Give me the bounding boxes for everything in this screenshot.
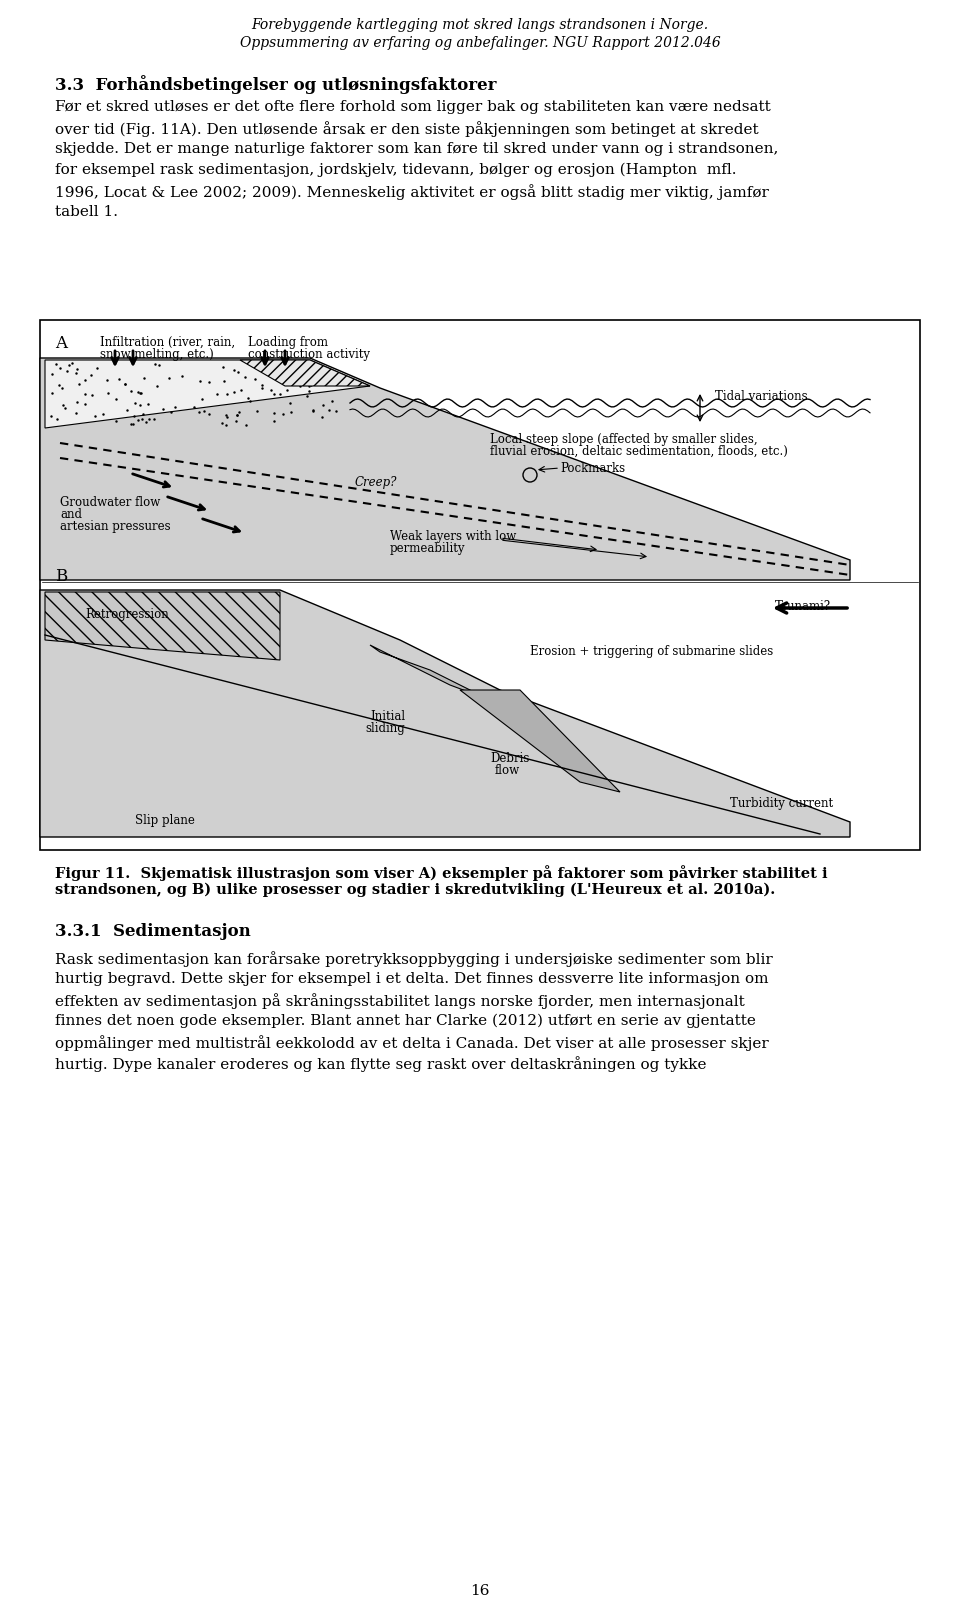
Bar [40,320,920,850]
Text: Pockmarks: Pockmarks [560,462,625,475]
Text: Turbidity current: Turbidity current [730,797,833,810]
Text: Loading from: Loading from [248,336,328,349]
Text: Infiltration (river, rain,: Infiltration (river, rain, [100,336,235,349]
Text: snow melting, etc.): snow melting, etc.) [100,347,214,360]
Text: Erosion + triggering of submarine slides: Erosion + triggering of submarine slides [530,645,773,658]
Text: Rask sedimentasjon kan forårsake poretrykksoppbygging i undersjøiske sedimenter : Rask sedimentasjon kan forårsake poretry… [55,950,773,966]
Text: hurtig. Dype kanaler eroderes og kan flytte seg raskt over deltaskråningen og ty: hurtig. Dype kanaler eroderes og kan fly… [55,1055,707,1071]
Text: artesian pressures: artesian pressures [60,520,171,533]
Text: fluvial erosion, deltaic sedimentation, floods, etc.): fluvial erosion, deltaic sedimentation, … [490,444,788,457]
Text: Creep?: Creep? [355,477,397,490]
Polygon shape [40,590,850,837]
Text: Initial: Initial [370,709,405,722]
Text: tabell 1.: tabell 1. [55,205,118,220]
Text: flow: flow [495,764,520,777]
Text: B: B [55,567,67,585]
Text: skjedde. Det er mange naturlige faktorer som kan føre til skred under vann og i : skjedde. Det er mange naturlige faktorer… [55,142,779,157]
Text: strandsonen, og B) ulike prosesser og stadier i skredutvikling (L'Heureux et al.: strandsonen, og B) ulike prosesser og st… [55,882,776,897]
Text: construction activity: construction activity [248,347,370,360]
Text: Tsunami?: Tsunami? [775,600,831,612]
Polygon shape [370,645,490,700]
Text: and: and [60,507,82,520]
Text: oppmålinger med multistrål eekkolodd av et delta i Canada. Det viser at alle pro: oppmålinger med multistrål eekkolodd av … [55,1034,769,1050]
Text: Weak layers with low: Weak layers with low [390,530,516,543]
Text: sliding: sliding [365,722,405,735]
Polygon shape [45,591,280,659]
Text: hurtig begravd. Dette skjer for eksempel i et delta. Det finnes dessverre lite i: hurtig begravd. Dette skjer for eksempel… [55,971,769,986]
Text: Local steep slope (affected by smaller slides,: Local steep slope (affected by smaller s… [490,433,757,446]
Text: Forebyggende kartlegging mot skred langs strandsonen i Norge.: Forebyggende kartlegging mot skred langs… [252,18,708,32]
Text: Debris: Debris [490,751,529,764]
Polygon shape [460,690,620,792]
Text: for eksempel rask sedimentasjon, jordskjelv, tidevann, bølger og erosjon (Hampto: for eksempel rask sedimentasjon, jordskj… [55,163,736,178]
Text: 16: 16 [470,1584,490,1598]
Polygon shape [40,359,850,580]
Text: Figur 11.  Skjematisk illustrasjon som viser A) eksempler på faktorer som påvirk: Figur 11. Skjematisk illustrasjon som vi… [55,865,828,881]
Text: effekten av sedimentasjon på skråningsstabilitet langs norske fjorder, men inter: effekten av sedimentasjon på skråningsst… [55,992,745,1008]
Text: over tid (Fig. 11A). Den utløsende årsak er den siste påkjenningen som betinget : over tid (Fig. 11A). Den utløsende årsak… [55,121,758,137]
Polygon shape [240,360,370,386]
Text: Oppsummering av erfaring og anbefalinger. NGU Rapport 2012.046: Oppsummering av erfaring og anbefalinger… [240,36,720,50]
Text: Groudwater flow: Groudwater flow [60,496,160,509]
Text: Slip plane: Slip plane [135,814,195,827]
Text: A: A [55,335,67,352]
Text: Retrogression: Retrogression [85,608,169,621]
Text: 3.3  Forhåndsbetingelser og utløsningsfaktorer: 3.3 Forhåndsbetingelser og utløsningsfak… [55,74,496,94]
Text: Tidal variations: Tidal variations [715,389,807,402]
Text: 3.3.1  Sedimentasjon: 3.3.1 Sedimentasjon [55,923,251,941]
Text: permeability: permeability [390,541,466,554]
Text: Før et skred utløses er det ofte flere forhold som ligger bak og stabiliteten ka: Før et skred utløses er det ofte flere f… [55,100,771,115]
Text: finnes det noen gode eksempler. Blant annet har Clarke (2012) utført en serie av: finnes det noen gode eksempler. Blant an… [55,1013,756,1028]
Text: 1996, Locat & Lee 2002; 2009). Menneskelig aktivitet er også blitt stadig mer vi: 1996, Locat & Lee 2002; 2009). Menneskel… [55,184,769,200]
Polygon shape [45,360,370,428]
